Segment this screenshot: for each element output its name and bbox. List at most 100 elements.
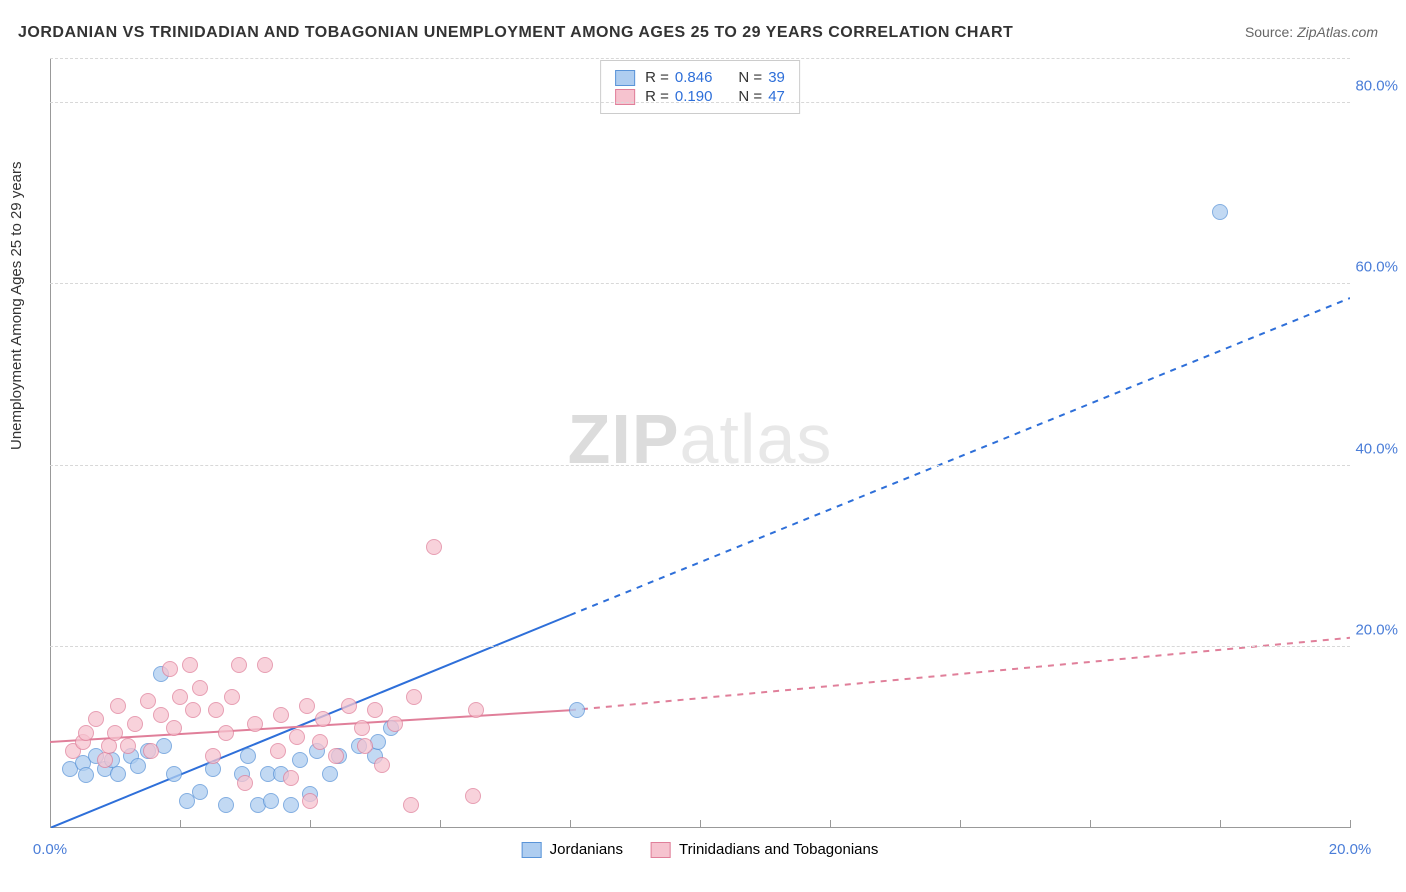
scatter-point bbox=[185, 702, 201, 718]
scatter-point bbox=[153, 707, 169, 723]
y-tick-label: 40.0% bbox=[1355, 440, 1398, 457]
legend-swatch bbox=[522, 842, 542, 858]
x-tick bbox=[960, 820, 961, 828]
watermark-bold: ZIP bbox=[568, 400, 680, 478]
x-tick bbox=[830, 820, 831, 828]
scatter-point bbox=[465, 788, 481, 804]
scatter-point bbox=[322, 766, 338, 782]
scatter-point bbox=[468, 702, 484, 718]
scatter-point bbox=[110, 698, 126, 714]
scatter-point bbox=[88, 711, 104, 727]
scatter-point bbox=[367, 702, 383, 718]
scatter-point bbox=[315, 711, 331, 727]
x-tick bbox=[700, 820, 701, 828]
scatter-point bbox=[374, 757, 390, 773]
watermark-light: atlas bbox=[680, 400, 833, 478]
source-attribution: Source: ZipAtlas.com bbox=[1245, 24, 1378, 40]
legend-bottom-item: Trinidadians and Tobagonians bbox=[651, 841, 878, 858]
legend-top-row: R =0.846 N =39 bbox=[615, 69, 785, 86]
y-tick-label: 60.0% bbox=[1355, 259, 1398, 276]
scatter-point bbox=[289, 729, 305, 745]
scatter-point bbox=[182, 657, 198, 673]
x-tick bbox=[1090, 820, 1091, 828]
scatter-point bbox=[166, 720, 182, 736]
trend-lines-svg bbox=[50, 58, 1350, 828]
y-tick-label: 20.0% bbox=[1355, 621, 1398, 638]
y-axis bbox=[50, 58, 51, 828]
scatter-point bbox=[224, 689, 240, 705]
legend-r-stat: R =0.846 bbox=[645, 69, 712, 86]
x-tick bbox=[570, 820, 571, 828]
gridline-h bbox=[50, 646, 1350, 647]
scatter-point bbox=[257, 657, 273, 673]
legend-bottom-label: Trinidadians and Tobagonians bbox=[679, 841, 878, 858]
gridline-h bbox=[50, 283, 1350, 284]
scatter-point bbox=[357, 738, 373, 754]
trend-line-dashed bbox=[570, 638, 1350, 710]
x-tick-label: 20.0% bbox=[1329, 841, 1372, 858]
trend-line-dashed bbox=[570, 298, 1350, 615]
scatter-point bbox=[354, 720, 370, 736]
legend-bottom-label: Jordanians bbox=[550, 841, 623, 858]
scatter-point bbox=[312, 734, 328, 750]
scatter-point bbox=[569, 702, 585, 718]
scatter-point bbox=[110, 766, 126, 782]
legend-top: R =0.846N =39R =0.190N =47 bbox=[600, 60, 800, 114]
chart-title: JORDANIAN VS TRINIDADIAN AND TOBAGONIAN … bbox=[18, 24, 1013, 42]
scatter-point bbox=[97, 752, 113, 768]
scatter-point bbox=[403, 797, 419, 813]
legend-swatch bbox=[615, 70, 635, 86]
scatter-point bbox=[292, 752, 308, 768]
x-tick bbox=[1350, 820, 1351, 828]
scatter-point bbox=[130, 758, 146, 774]
y-tick-label: 80.0% bbox=[1355, 78, 1398, 95]
legend-bottom: Jordanians Trinidadians and Tobagonians bbox=[522, 841, 879, 858]
gridline-h bbox=[50, 58, 1350, 59]
scatter-point bbox=[426, 539, 442, 555]
scatter-point bbox=[406, 689, 422, 705]
scatter-point bbox=[107, 725, 123, 741]
scatter-point bbox=[237, 775, 253, 791]
scatter-point bbox=[263, 793, 279, 809]
scatter-point bbox=[162, 661, 178, 677]
scatter-point bbox=[205, 748, 221, 764]
scatter-point bbox=[328, 748, 344, 764]
x-tick bbox=[50, 820, 51, 828]
source-label: Source: bbox=[1245, 24, 1293, 40]
scatter-point bbox=[192, 784, 208, 800]
legend-n-stat: N =39 bbox=[738, 69, 784, 86]
legend-swatch bbox=[651, 842, 671, 858]
plot-area: ZIPatlas R =0.846N =39R =0.190N =47 Jord… bbox=[50, 58, 1350, 828]
x-tick bbox=[1220, 820, 1221, 828]
scatter-point bbox=[192, 680, 208, 696]
x-tick bbox=[440, 820, 441, 828]
scatter-point bbox=[166, 766, 182, 782]
scatter-point bbox=[283, 770, 299, 786]
watermark: ZIPatlas bbox=[568, 399, 833, 479]
x-tick bbox=[180, 820, 181, 828]
gridline-h bbox=[50, 102, 1350, 103]
scatter-point bbox=[78, 725, 94, 741]
scatter-point bbox=[231, 657, 247, 673]
scatter-point bbox=[1212, 204, 1228, 220]
scatter-point bbox=[341, 698, 357, 714]
scatter-point bbox=[273, 707, 289, 723]
scatter-point bbox=[299, 698, 315, 714]
y-axis-label: Unemployment Among Ages 25 to 29 years bbox=[8, 161, 25, 450]
scatter-point bbox=[283, 797, 299, 813]
scatter-point bbox=[240, 748, 256, 764]
scatter-point bbox=[302, 793, 318, 809]
scatter-point bbox=[140, 693, 156, 709]
source-value: ZipAtlas.com bbox=[1297, 24, 1378, 40]
scatter-point bbox=[387, 716, 403, 732]
scatter-point bbox=[127, 716, 143, 732]
scatter-point bbox=[120, 738, 136, 754]
scatter-point bbox=[143, 743, 159, 759]
x-tick-label: 0.0% bbox=[33, 841, 67, 858]
x-tick bbox=[310, 820, 311, 828]
scatter-point bbox=[247, 716, 263, 732]
scatter-point bbox=[218, 725, 234, 741]
legend-bottom-item: Jordanians bbox=[522, 841, 623, 858]
scatter-point bbox=[78, 767, 94, 783]
gridline-h bbox=[50, 465, 1350, 466]
